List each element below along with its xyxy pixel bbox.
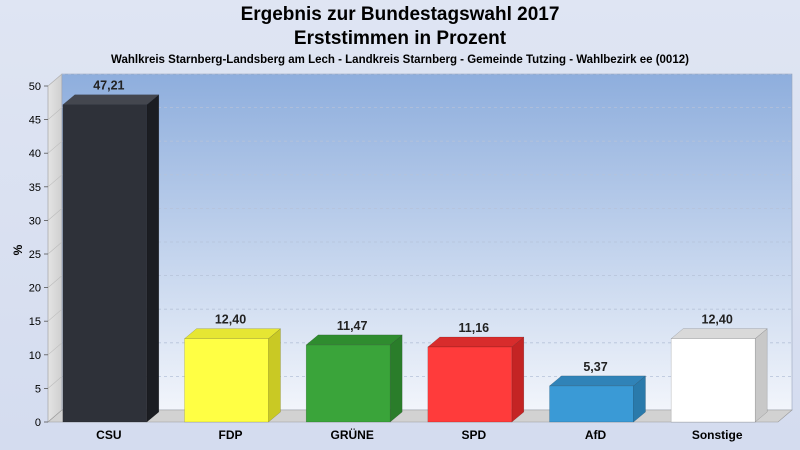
wall-gridline [47, 73, 63, 87]
data-label: 11,47 [337, 319, 368, 333]
bar-fdp [183, 328, 282, 423]
x-tick-label: GRÜNE [330, 427, 373, 442]
y-tick-label: 50 [29, 81, 41, 93]
bar-top [183, 328, 282, 339]
bar-front [184, 338, 269, 423]
bar-top [548, 375, 647, 387]
wall-gridline [47, 308, 63, 322]
bar-front [305, 344, 391, 423]
y-tick-label: 40 [29, 148, 41, 160]
bar-afd [548, 375, 647, 423]
bar-front [427, 346, 513, 423]
data-label: 12,40 [215, 313, 246, 327]
bar-top [427, 336, 525, 348]
bar-front [670, 338, 756, 423]
y-tick-label: 20 [29, 283, 41, 295]
y-tick-label: 30 [29, 215, 41, 227]
chart-title: Ergebnis zur Bundestagswahl 2017 [240, 4, 560, 25]
bar-spd [427, 336, 525, 423]
x-tick-label: SPD [461, 428, 486, 442]
y-tick-label: 10 [29, 350, 41, 362]
bar-side [511, 336, 525, 423]
bar-top [305, 334, 403, 346]
x-tick-label: AfD [585, 428, 607, 442]
x-tick-label: CSU [96, 428, 121, 442]
data-label: 5,37 [583, 360, 607, 374]
bar-sonstige [670, 328, 768, 423]
bar-top [62, 94, 160, 105]
wall-gridline [47, 241, 63, 255]
data-label: 47,21 [93, 79, 124, 93]
chart-subtitle: Erststimmen in Prozent [293, 28, 507, 49]
bar-top [670, 328, 768, 339]
y-tick-label: 45 [29, 115, 41, 127]
y-tick-label: 5 [35, 383, 41, 395]
bar-side [146, 94, 160, 423]
chart-district-caption: Wahlkreis Starnberg-Landsberg am Lech - … [111, 54, 689, 66]
wall-gridline [47, 342, 63, 356]
data-label: 11,16 [459, 321, 490, 335]
y-axis-label: % [11, 244, 25, 255]
x-tick-label: FDP [219, 428, 243, 442]
wall-gridline [47, 275, 63, 288]
y-tick-label: 35 [29, 182, 41, 194]
wall-gridline [47, 376, 63, 389]
bar-csu [62, 94, 160, 423]
bar-grüne [305, 334, 403, 423]
bar-side [268, 328, 281, 423]
wall-gridline [47, 208, 63, 221]
wall-gridline [47, 107, 63, 120]
y-tick-label: 0 [35, 417, 41, 429]
x-tick-label: Sonstige [692, 428, 743, 442]
y-tick-label: 25 [29, 249, 41, 261]
bar-front [62, 104, 148, 423]
bar-front [549, 385, 634, 423]
wall-gridline [47, 140, 63, 154]
bar-side [754, 328, 768, 423]
wall-gridline [47, 174, 63, 188]
data-label: 12,40 [702, 313, 733, 327]
bar-side [389, 334, 403, 423]
y-tick-label: 15 [29, 316, 41, 328]
